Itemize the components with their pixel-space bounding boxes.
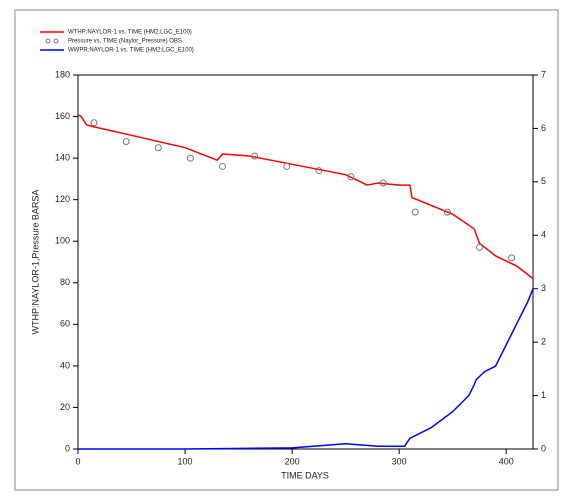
x-tick-label: 300 — [392, 456, 407, 466]
y-tick-label: 40 — [60, 360, 70, 370]
x-tick-label: 100 — [178, 456, 193, 466]
frame — [14, 9, 559, 491]
marker — [154, 144, 162, 152]
legend-marker — [45, 38, 51, 44]
y2-tick-label: 5 — [541, 176, 546, 186]
y-tick-label: 60 — [60, 319, 70, 329]
x-tick-label: 0 — [75, 456, 80, 466]
marker — [475, 243, 483, 251]
x-tick-label: 200 — [285, 456, 300, 466]
marker — [411, 208, 419, 216]
marker — [443, 208, 451, 216]
legend-label: Pressure vs. TIME (Naylor_Pressure) OBS — [68, 39, 182, 45]
x-tick-label: 400 — [499, 456, 514, 466]
y-tick-label: 100 — [55, 236, 70, 246]
y2-tick-label: 6 — [541, 123, 546, 133]
marker — [283, 162, 291, 170]
y-tick-label: 80 — [60, 277, 70, 287]
series-line — [78, 288, 534, 450]
y2-tick-label: 7 — [541, 69, 546, 79]
marker — [122, 137, 130, 145]
y2-tick-label: 4 — [541, 230, 546, 240]
y2-tick-label: 0 — [541, 443, 546, 453]
y-tick-label: 140 — [55, 152, 70, 162]
marker — [251, 152, 259, 160]
legend-label: WWPR:NAYLOR-1 vs. TIME (HM2:LGC_E100) — [68, 48, 194, 54]
y-tick-label: 20 — [60, 402, 70, 412]
legend-marker — [53, 38, 59, 44]
marker — [508, 254, 516, 262]
y-tick-label: 160 — [55, 111, 70, 121]
y2-tick-label: 2 — [541, 337, 546, 347]
y-tick-label: 0 — [65, 443, 70, 453]
marker — [347, 173, 355, 181]
marker — [379, 179, 387, 187]
y-tick-label: 180 — [55, 69, 70, 79]
y-tick-label: 120 — [55, 194, 70, 204]
marker — [90, 119, 98, 127]
marker — [219, 162, 227, 170]
y2-tick-label: 3 — [541, 283, 546, 293]
series-line — [77, 113, 534, 280]
marker — [186, 154, 194, 162]
y-axis-label: WTHP:NAYLOR-1,Pressure BARSA — [30, 190, 40, 335]
plot-area — [77, 74, 534, 450]
legend-label: WTHP:NAYLOR-1 vs. TIME (HM2:LGC_E100) — [68, 30, 192, 36]
marker — [315, 167, 323, 175]
y2-tick-label: 1 — [541, 390, 546, 400]
x-axis-label: TIME DAYS — [281, 470, 329, 480]
